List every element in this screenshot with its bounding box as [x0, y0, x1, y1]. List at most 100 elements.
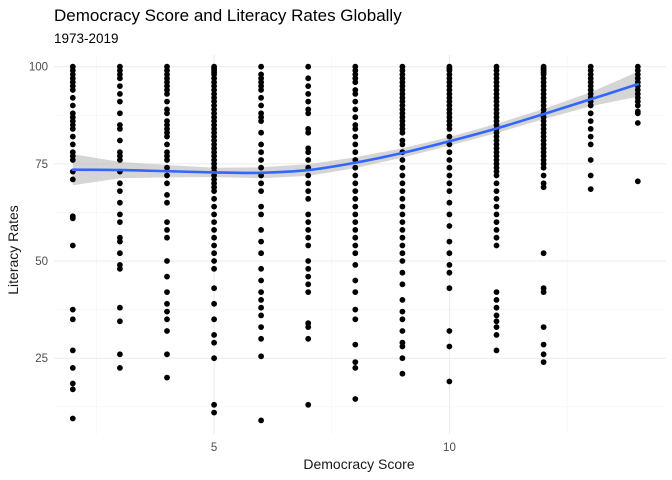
scatter-point: [211, 188, 218, 195]
scatter-point: [211, 355, 218, 362]
scatter-point: [493, 324, 500, 330]
scatter-point: [258, 312, 264, 319]
scatter-point: [446, 238, 453, 245]
scatter-point: [399, 203, 406, 210]
scatter-point: [69, 365, 76, 371]
scatter-point: [258, 353, 264, 360]
scatter-point: [493, 227, 500, 233]
scatter-point: [352, 234, 359, 241]
scatter-point: [258, 87, 264, 93]
scatter-point: [305, 335, 312, 342]
scatter-point: [399, 227, 406, 233]
scatter-point: [258, 265, 264, 272]
scatter-point: [446, 378, 453, 385]
grid-lines: [54, 55, 666, 434]
scatter-point: [117, 91, 123, 97]
scatter-point: [258, 211, 264, 218]
scatter-point: [117, 188, 123, 195]
scatter-point: [399, 370, 406, 377]
scatter-point: [399, 269, 406, 276]
scatter-point: [164, 91, 170, 97]
scatter-point: [117, 75, 123, 82]
chart-title: Democracy Score and Literacy Rates Globa…: [54, 6, 402, 25]
scatter-point: [69, 347, 76, 354]
scatter-point: [446, 285, 453, 292]
scatter-point: [587, 118, 594, 124]
scatter-point: [69, 306, 76, 313]
scatter-point: [211, 211, 218, 218]
scatter-point: [352, 188, 359, 195]
scatter-point: [634, 178, 641, 185]
scatter-point: [352, 114, 359, 121]
scatter-point: [352, 250, 359, 257]
chart-subtitle: 1973-2019: [54, 31, 119, 46]
scatter-point: [211, 234, 218, 241]
scatter-point: [352, 365, 359, 371]
scatter-point: [352, 172, 359, 179]
scatter-point: [305, 91, 312, 97]
scatter-point: [258, 157, 264, 163]
y-axis-title: Literacy Rates: [5, 205, 21, 294]
scatter-point: [352, 164, 359, 171]
scatter-point: [352, 91, 359, 97]
scatter-point: [69, 215, 76, 222]
scatter-point: [540, 341, 547, 348]
scatter-point: [352, 180, 359, 187]
scatter-point: [211, 195, 218, 202]
x-axis-ticks: 5 10: [211, 442, 456, 454]
scatter-point: [446, 149, 453, 156]
scatter-point: [164, 98, 170, 105]
scatter-point: [352, 211, 359, 218]
scatter-point: [399, 180, 406, 187]
x-tick-label: 5: [211, 442, 217, 454]
scatter-point: [258, 129, 264, 136]
scatter-point: [399, 141, 406, 148]
scatter-point: [164, 273, 170, 280]
scatter-point: [587, 133, 594, 140]
scatter-point: [305, 324, 312, 330]
y-tick-label: 50: [35, 256, 48, 268]
scatter-point: [211, 332, 218, 338]
scatter-point: [305, 110, 312, 117]
scatter-point: [117, 238, 123, 245]
scatter-point: [540, 172, 547, 179]
scatter-point: [117, 250, 123, 257]
scatter-point: [493, 242, 500, 249]
scatter-point: [164, 374, 170, 381]
scatter-point: [117, 318, 123, 325]
scatter-point: [352, 141, 359, 148]
scatter-point: [117, 304, 123, 311]
scatter-point: [305, 281, 312, 288]
scatter-point: [164, 110, 170, 117]
scatter-point: [305, 188, 312, 195]
scatter-point: [399, 250, 406, 257]
scatter-point: [305, 227, 312, 233]
scatter-point: [399, 188, 406, 195]
scatter-point: [258, 94, 264, 101]
scatter-point: [305, 242, 312, 249]
scatter-point: [352, 306, 359, 313]
y-tick-label: 100: [29, 62, 48, 74]
scatter-point: [211, 265, 218, 272]
scatter-point: [493, 347, 500, 354]
scatter-point: [69, 125, 76, 132]
scatter-point: [540, 351, 547, 358]
scatter-point: [211, 203, 218, 210]
scatter-point: [211, 285, 218, 292]
scatter-point: [305, 63, 312, 70]
scatter-point: [69, 94, 76, 101]
scatter-point: [69, 102, 76, 109]
scatter-point: [305, 149, 312, 156]
scatter-point: [305, 75, 312, 82]
scatter-point: [258, 149, 264, 156]
scatter-point: [399, 157, 406, 163]
scatter-point: [117, 351, 123, 358]
scatter-point: [211, 339, 218, 346]
scatter-point: [305, 258, 312, 264]
scatter-point: [117, 265, 123, 272]
scatter-point: [258, 118, 264, 124]
scatter-point: [258, 289, 264, 295]
scatter-point: [634, 110, 641, 117]
scatter-point: [399, 308, 406, 315]
scatter-point: [117, 98, 123, 105]
